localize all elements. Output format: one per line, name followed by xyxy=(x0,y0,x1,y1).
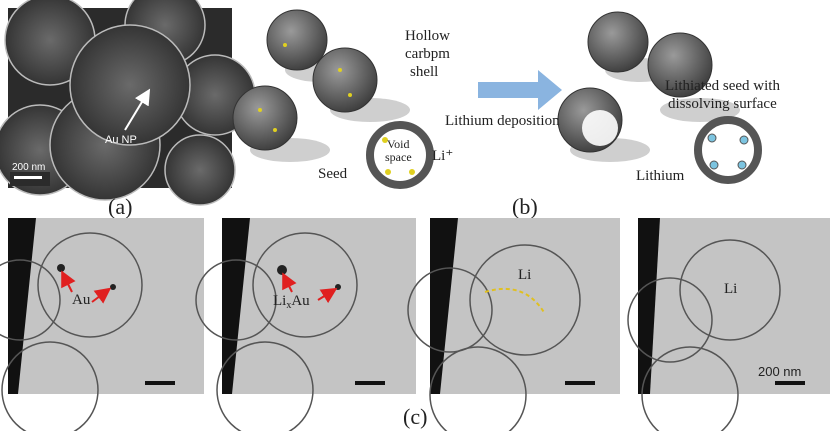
scale-bar-label: 200 nm xyxy=(12,162,45,173)
tem-frame: Li 200 nm xyxy=(628,218,830,431)
annotation: Au NP xyxy=(105,134,137,146)
shell-diagram xyxy=(698,120,758,180)
annotation: LixAu xyxy=(273,293,310,311)
lithiated-label: Lithiated seed with xyxy=(665,78,780,94)
annotation: Au xyxy=(72,292,91,308)
ion-label: Li⁺ xyxy=(432,148,453,164)
process-arrow xyxy=(478,70,562,110)
panel-label: (a) xyxy=(108,194,132,219)
annotation: Li xyxy=(518,267,531,283)
shell-label: Hollow xyxy=(405,28,450,44)
scale-bar-label: 200 nm xyxy=(758,364,801,379)
panel-label: (b) xyxy=(512,194,538,219)
tem-frame: LixAu xyxy=(196,218,416,431)
lithium-label: Lithium xyxy=(636,168,685,184)
seed-label: Seed xyxy=(318,166,348,182)
void-label: Void xyxy=(387,137,409,151)
panel-a: Au NP 200 nm (a) xyxy=(0,0,255,219)
annotation: Li xyxy=(724,281,737,297)
tem-frame: Au xyxy=(0,218,204,431)
tem-frame: Li xyxy=(408,218,620,431)
shell-label: carbpm xyxy=(405,46,450,62)
figure: Au NP 200 nm (a) Hollow carbpm shell Voi… xyxy=(0,0,837,431)
lithiated-label: dissolving surface xyxy=(668,96,777,112)
panel-b: Hollow carbpm shell Void space Li⁺ Seed … xyxy=(233,10,780,219)
panel-label: (c) xyxy=(403,404,427,429)
scale-bar xyxy=(775,381,805,385)
void-label: space xyxy=(385,150,412,164)
panel-c: Au LixAu Li Li 200 nm xyxy=(0,218,830,431)
scale-bar xyxy=(14,176,42,179)
shell-label: shell xyxy=(410,64,438,80)
arrow-label: Lithium deposition xyxy=(445,113,560,129)
